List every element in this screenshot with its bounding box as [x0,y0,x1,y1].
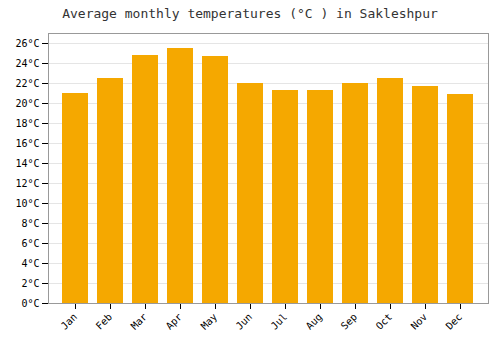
svg-text:6°C: 6°C [21,238,39,249]
svg-text:Apr: Apr [164,311,185,332]
svg-text:Dec: Dec [444,311,465,332]
svg-text:10°C: 10°C [15,198,39,209]
svg-text:26°C: 26°C [15,38,39,49]
svg-text:4°C: 4°C [21,258,39,269]
svg-text:20°C: 20°C [15,98,39,109]
svg-text:Feb: Feb [94,311,115,332]
html-text:Average monthly temperatures (: Average monthly temperatures (°C ) in Sa… [62,6,438,21]
svg-text:16°C: 16°C [15,138,39,149]
svg-text:18°C: 18°C [15,118,39,129]
svg-text:Sep: Sep [339,311,360,332]
svg-text:Oct: Oct [374,311,395,332]
svg-text:Jun: Jun [234,311,255,332]
svg-text:Jul: Jul [269,311,290,332]
svg-text:2°C: 2°C [21,278,39,289]
svg-text:0°C: 0°C [21,298,39,309]
svg-text:24°C: 24°C [15,58,39,69]
svg-text:22°C: 22°C [15,78,39,89]
svg-text:8°C: 8°C [21,218,39,229]
svg-text:12°C: 12°C [15,178,39,189]
svg-text:Nov: Nov [409,311,430,332]
svg-text:14°C: 14°C [15,158,39,169]
svg-text:Aug: Aug [304,311,325,332]
svg-text:May: May [199,311,220,332]
svg-text:Jan: Jan [59,311,80,332]
svg-text:Mar: Mar [129,311,150,332]
